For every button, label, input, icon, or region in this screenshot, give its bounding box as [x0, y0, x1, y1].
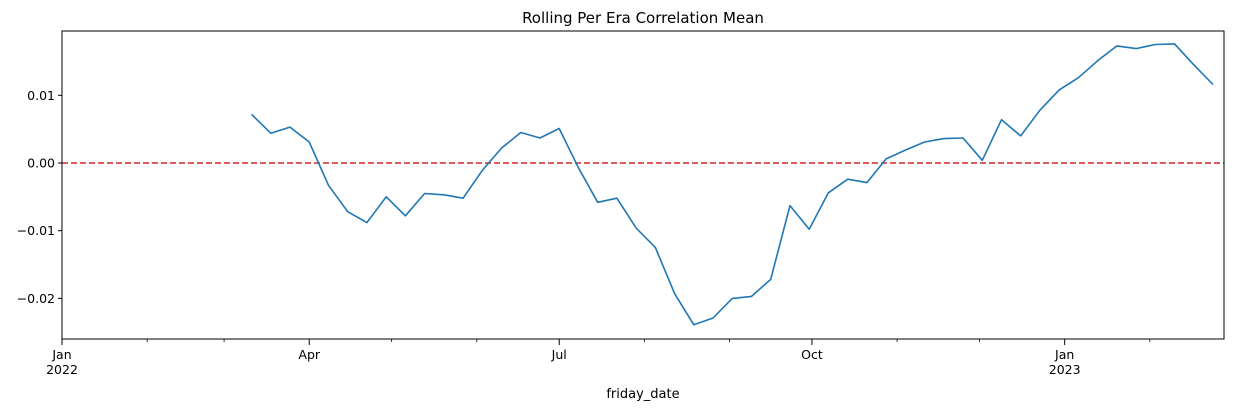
x-tick-label: Jan — [1054, 347, 1074, 362]
x-tick-label: Oct — [801, 347, 823, 362]
y-axis: 0.01 0.00 −0.01 −0.02 — [17, 88, 62, 306]
x-tick-label: Jan — [51, 347, 71, 362]
axes-frame — [61, 30, 1225, 340]
x-tick-year-label: 2023 — [1049, 362, 1081, 377]
x-axis-label: friday_date — [606, 387, 679, 402]
y-tick-label: 0.01 — [27, 88, 55, 103]
chart-title: Rolling Per Era Correlation Mean — [522, 9, 764, 27]
x-tick-label: Jul — [551, 347, 567, 362]
series-line-0 — [250, 43, 1214, 326]
y-tick-label: −0.02 — [17, 291, 55, 306]
y-tick-label: 0.00 — [27, 156, 55, 171]
x-tick-label: Apr — [298, 347, 320, 362]
plot-area — [62, 43, 1224, 326]
y-tick-label: −0.01 — [17, 223, 55, 238]
x-tick-year-label: 2022 — [46, 362, 78, 377]
